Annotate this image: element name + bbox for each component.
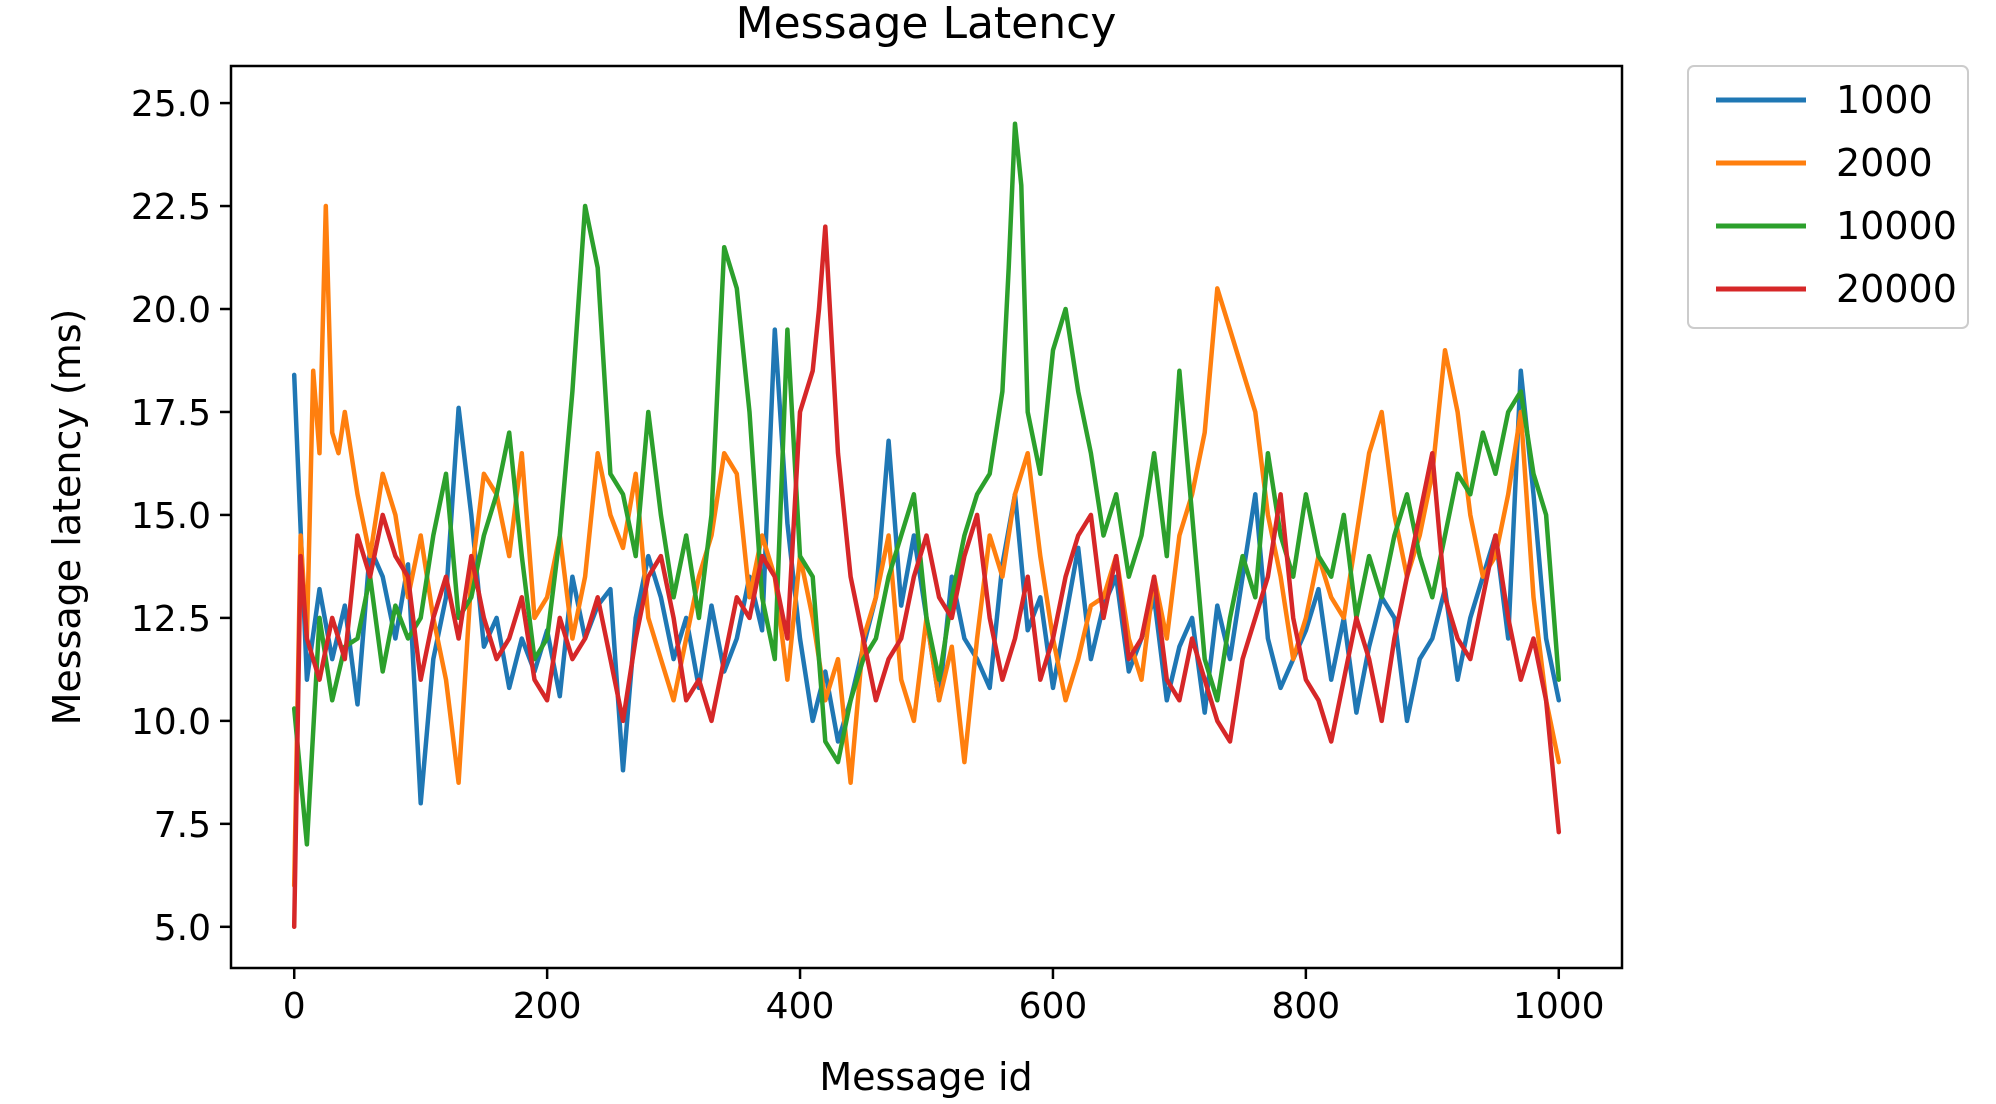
y-tick-label: 22.5	[131, 187, 211, 228]
legend-label-10000: 10000	[1836, 204, 1957, 248]
x-tick-label: 400	[766, 986, 835, 1027]
series-line-10000	[291, 121, 1562, 847]
legend-frame	[1687, 65, 1969, 329]
legend-label-20000: 20000	[1836, 267, 1957, 311]
x-axis-ticks: 0 200 400 600 800 1000	[283, 968, 1605, 1027]
series-line-20000	[291, 224, 1562, 930]
x-tick-label: 600	[1019, 986, 1088, 1027]
legend-label-2000: 2000	[1836, 141, 1933, 185]
series-lines	[291, 121, 1562, 930]
y-tick-label: 15.0	[131, 496, 211, 537]
y-tick-label: 20.0	[131, 290, 211, 331]
y-tick-label: 25.0	[131, 84, 211, 125]
y-tick-label: 7.5	[154, 805, 211, 846]
x-tick-label: 1000	[1513, 986, 1605, 1027]
series-line-2000	[291, 203, 1562, 888]
y-axis-ticks: 5.0 7.5 10.0 12.5 15.0 17.5 20.0 22.5 25.0	[131, 84, 231, 949]
x-tick-label: 800	[1272, 986, 1341, 1027]
x-tick-label: 200	[513, 986, 582, 1027]
chart-title: Message Latency	[736, 0, 1117, 49]
legend-label-1000: 1000	[1836, 78, 1933, 122]
y-tick-label: 5.0	[154, 908, 211, 949]
y-axis-label: Message latency (ms)	[45, 309, 89, 726]
x-axis-label: Message id	[819, 1055, 1032, 1099]
plot-frame	[229, 64, 1624, 970]
x-tick-label: 0	[283, 986, 306, 1027]
y-tick-label: 10.0	[131, 702, 211, 743]
y-tick-label: 17.5	[131, 393, 211, 434]
legend: 1000 2000 10000 20000	[1687, 65, 1969, 329]
y-tick-label: 12.5	[131, 599, 211, 640]
